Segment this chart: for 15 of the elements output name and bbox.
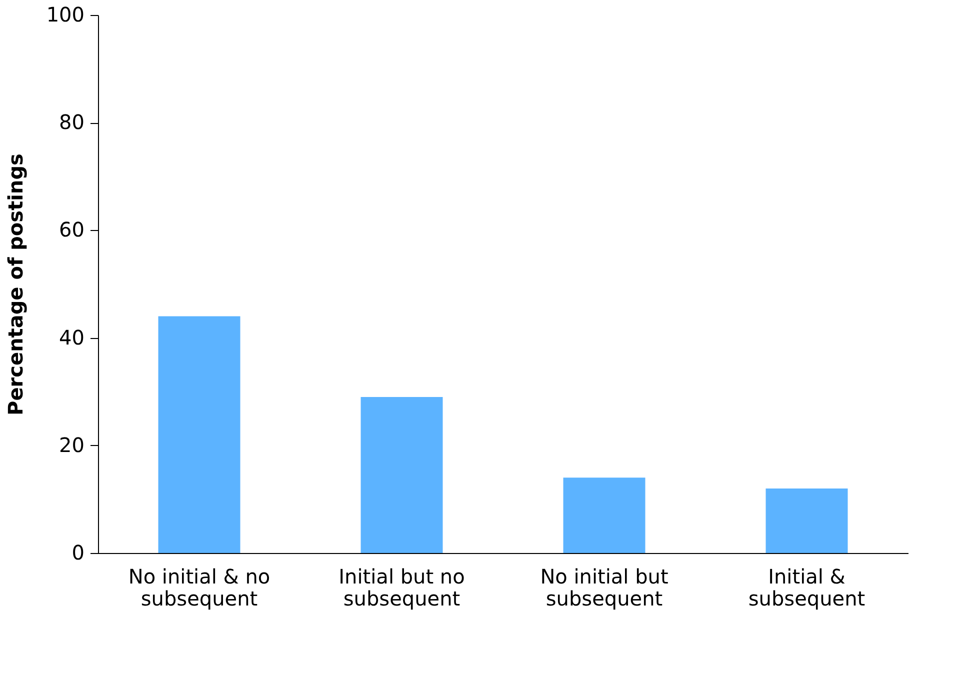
bar [360, 396, 443, 553]
y-tick-label: 40 [59, 325, 84, 350]
x-tick-label: No initial but subsequent [540, 564, 668, 610]
y-tick-label: 60 [59, 218, 84, 242]
y-axis-title: Percentage of postings [3, 154, 28, 416]
y-tick-label: 80 [59, 110, 84, 134]
x-tick-label: Initial but no subsequent [338, 564, 465, 610]
x-tick-label: No initial & no subsequent [128, 564, 270, 610]
x-tick-label: Initial & subsequent [748, 564, 866, 610]
bar [158, 316, 240, 553]
y-tick-label: 100 [46, 2, 84, 26]
bar [563, 478, 646, 553]
y-tick-label: 20 [59, 432, 84, 457]
y-tick-label: 0 [72, 540, 84, 564]
bar [766, 488, 848, 553]
